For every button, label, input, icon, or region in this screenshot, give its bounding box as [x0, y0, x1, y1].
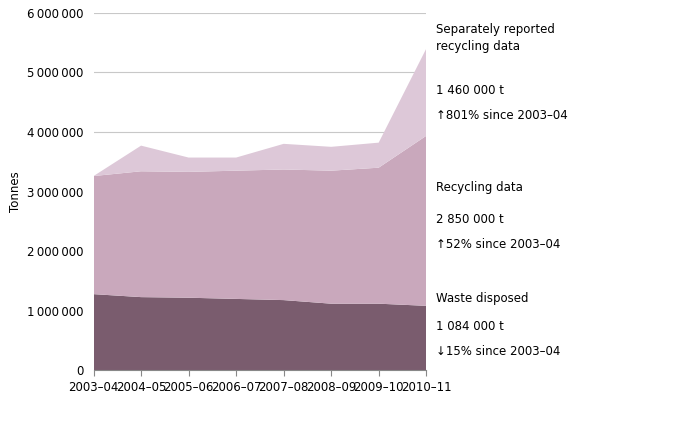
Text: Separately reported
recycling data: Separately reported recycling data: [436, 23, 555, 53]
Text: ↑52% since 2003–04: ↑52% since 2003–04: [436, 238, 561, 251]
Text: Waste disposed: Waste disposed: [436, 292, 529, 305]
Text: ↓15% since 2003–04: ↓15% since 2003–04: [436, 345, 561, 358]
Text: ↑801% since 2003–04: ↑801% since 2003–04: [436, 109, 568, 122]
Text: Recycling data: Recycling data: [436, 181, 523, 194]
Text: 1 460 000 t: 1 460 000 t: [436, 84, 505, 97]
Text: 1 084 000 t: 1 084 000 t: [436, 320, 504, 333]
Text: 2 850 000 t: 2 850 000 t: [436, 213, 504, 226]
Y-axis label: Tonnes: Tonnes: [9, 171, 21, 212]
